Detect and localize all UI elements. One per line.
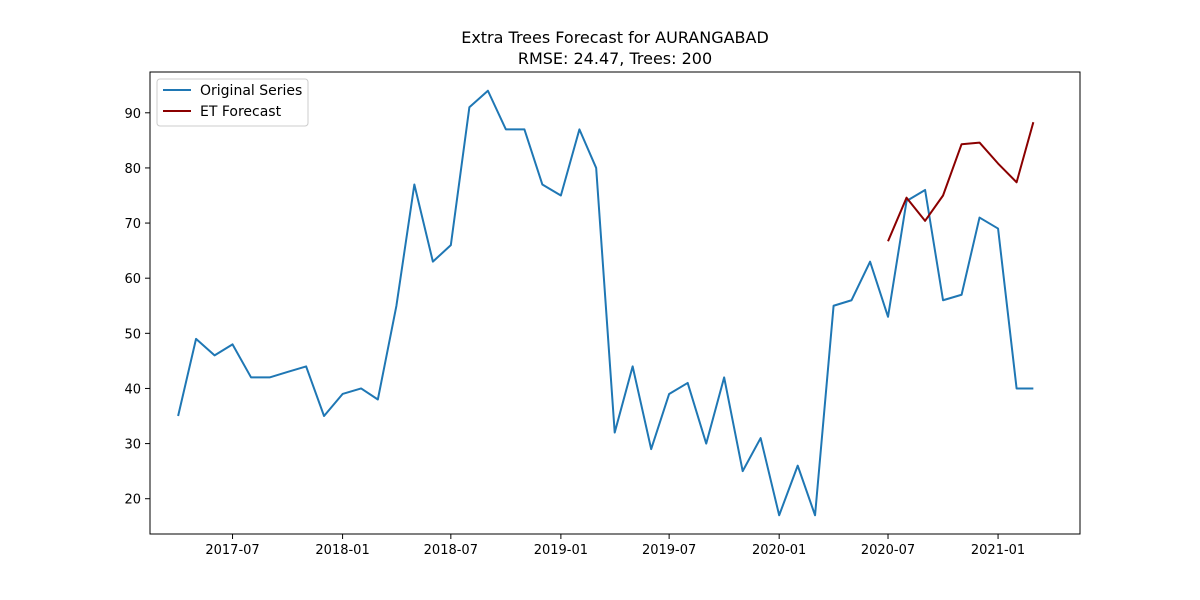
legend-label-et-forecast: ET Forecast [200, 104, 282, 120]
x-tick-label: 2020-01 [752, 543, 806, 558]
x-tick-label: 2019-07 [642, 543, 696, 558]
plot-frame [149, 71, 1081, 535]
y-tick-label: 20 [124, 493, 141, 508]
axis-ticks: 2017-07 2018-01 2018-07 2019-01 2019-07 2020-… [124, 107, 1025, 558]
y-tick-label: 50 [124, 327, 141, 342]
legend-label-original-series: Original Series [200, 83, 302, 99]
y-tick-label: 90 [124, 107, 141, 122]
legend-box [156, 78, 309, 127]
x-tick-label: 2018-07 [424, 543, 478, 558]
y-tick-label: 60 [124, 272, 141, 287]
x-tick-label: 2018-01 [315, 543, 369, 558]
x-tick-label: 2020-07 [861, 543, 915, 558]
x-tick-label: 2019-01 [534, 543, 588, 558]
y-tick-label: 70 [124, 217, 141, 232]
y-tick-label: 80 [124, 162, 141, 177]
x-tick-label: 2021-01 [971, 543, 1025, 558]
chart-subtitle: RMSE: 24.47, Trees: 200 [518, 49, 712, 68]
chart-title: Extra Trees Forecast for AURANGABAD [461, 28, 769, 47]
series-line-et-forecast [887, 121, 1035, 242]
x-tick-label: 2017-07 [205, 543, 259, 558]
series-line-original-series [177, 89, 1034, 517]
y-tick-label: 30 [124, 438, 141, 453]
series-layer [177, 89, 1035, 517]
plot-area [150, 72, 1080, 534]
legend: Original Series ET Forecast [156, 78, 309, 127]
y-tick-label: 40 [124, 382, 141, 397]
